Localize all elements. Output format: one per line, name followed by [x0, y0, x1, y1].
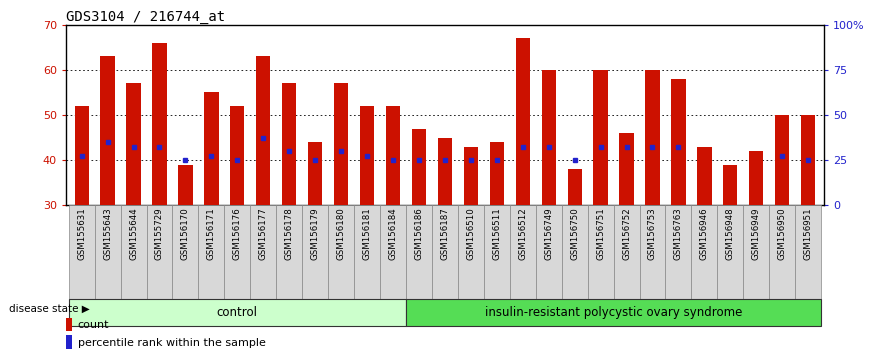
Bar	[723, 165, 737, 205]
Text: GSM156187: GSM156187	[440, 208, 449, 261]
Bar	[536, 205, 562, 299]
Text: count: count	[78, 320, 109, 330]
Text: GSM156750: GSM156750	[570, 208, 579, 261]
Bar	[360, 106, 374, 205]
Bar	[94, 205, 121, 299]
Bar	[406, 299, 821, 326]
Text: GSM156512: GSM156512	[518, 208, 527, 261]
Text: insulin-resistant polycystic ovary syndrome: insulin-resistant polycystic ovary syndr…	[485, 306, 743, 319]
Bar	[100, 56, 115, 205]
Bar	[438, 138, 452, 205]
Bar	[588, 205, 613, 299]
Text: GSM156170: GSM156170	[181, 208, 190, 261]
Bar	[173, 205, 198, 299]
Bar	[542, 70, 556, 205]
Bar	[562, 205, 588, 299]
Text: GSM156179: GSM156179	[311, 208, 320, 260]
Text: GSM156752: GSM156752	[622, 208, 631, 261]
Bar	[665, 205, 692, 299]
Bar	[230, 106, 244, 205]
Bar	[282, 84, 296, 205]
Text: GSM155631: GSM155631	[78, 208, 86, 261]
Bar	[697, 147, 712, 205]
Text: GSM156950: GSM156950	[778, 208, 787, 260]
Text: GSM156510: GSM156510	[466, 208, 476, 261]
Text: GSM156946: GSM156946	[700, 208, 709, 260]
Bar	[386, 106, 400, 205]
Bar	[75, 106, 89, 205]
Bar	[463, 147, 478, 205]
Bar	[594, 70, 608, 205]
Bar	[69, 205, 94, 299]
Bar	[198, 205, 225, 299]
Text: GSM156177: GSM156177	[259, 208, 268, 261]
Bar	[432, 205, 458, 299]
Text: GSM156171: GSM156171	[207, 208, 216, 261]
Text: GSM156763: GSM156763	[674, 208, 683, 261]
Bar	[354, 205, 380, 299]
Text: GSM155729: GSM155729	[155, 208, 164, 260]
Text: GDS3104 / 216744_at: GDS3104 / 216744_at	[66, 10, 226, 24]
Bar	[178, 165, 193, 205]
Bar	[692, 205, 717, 299]
Bar	[717, 205, 744, 299]
Bar	[308, 142, 322, 205]
Text: GSM156181: GSM156181	[363, 208, 372, 261]
Text: disease state ▶: disease state ▶	[9, 304, 90, 314]
Bar	[801, 115, 815, 205]
Bar	[671, 79, 685, 205]
Bar	[490, 142, 504, 205]
Bar	[515, 38, 529, 205]
Text: percentile rank within the sample: percentile rank within the sample	[78, 338, 265, 348]
Bar	[126, 84, 141, 205]
Bar	[510, 205, 536, 299]
Bar	[204, 92, 218, 205]
Bar	[567, 169, 581, 205]
Bar	[302, 205, 328, 299]
Bar	[328, 205, 354, 299]
Bar	[775, 115, 789, 205]
Bar	[619, 133, 633, 205]
Text: control: control	[217, 306, 258, 319]
Text: GSM156949: GSM156949	[751, 208, 761, 260]
Bar	[256, 56, 270, 205]
Text: GSM156184: GSM156184	[389, 208, 397, 261]
Bar	[225, 205, 250, 299]
Bar	[646, 70, 660, 205]
Text: GSM156749: GSM156749	[544, 208, 553, 260]
Text: GSM155643: GSM155643	[103, 208, 112, 261]
Bar	[769, 205, 796, 299]
Bar	[380, 205, 406, 299]
Text: GSM156180: GSM156180	[337, 208, 345, 261]
Bar	[406, 205, 432, 299]
Bar	[277, 205, 302, 299]
Bar	[744, 205, 769, 299]
Bar	[250, 205, 277, 299]
Bar	[69, 299, 406, 326]
Bar	[146, 205, 173, 299]
Text: GSM156178: GSM156178	[285, 208, 293, 261]
Bar	[411, 129, 426, 205]
Text: GSM156948: GSM156948	[726, 208, 735, 260]
Bar	[613, 205, 640, 299]
Bar	[796, 205, 821, 299]
Text: GSM156511: GSM156511	[492, 208, 501, 261]
Text: GSM156951: GSM156951	[803, 208, 812, 260]
Text: GSM156751: GSM156751	[596, 208, 605, 261]
Text: GSM156186: GSM156186	[414, 208, 424, 261]
Bar	[484, 205, 510, 299]
Bar	[152, 43, 167, 205]
Bar	[334, 84, 348, 205]
Bar	[66, 335, 72, 349]
Bar	[458, 205, 484, 299]
Bar	[749, 151, 764, 205]
Text: GSM155644: GSM155644	[129, 208, 138, 261]
Text: GSM156753: GSM156753	[648, 208, 657, 261]
Text: GSM156176: GSM156176	[233, 208, 241, 261]
Bar	[121, 205, 146, 299]
Bar	[66, 318, 72, 331]
Bar	[640, 205, 665, 299]
